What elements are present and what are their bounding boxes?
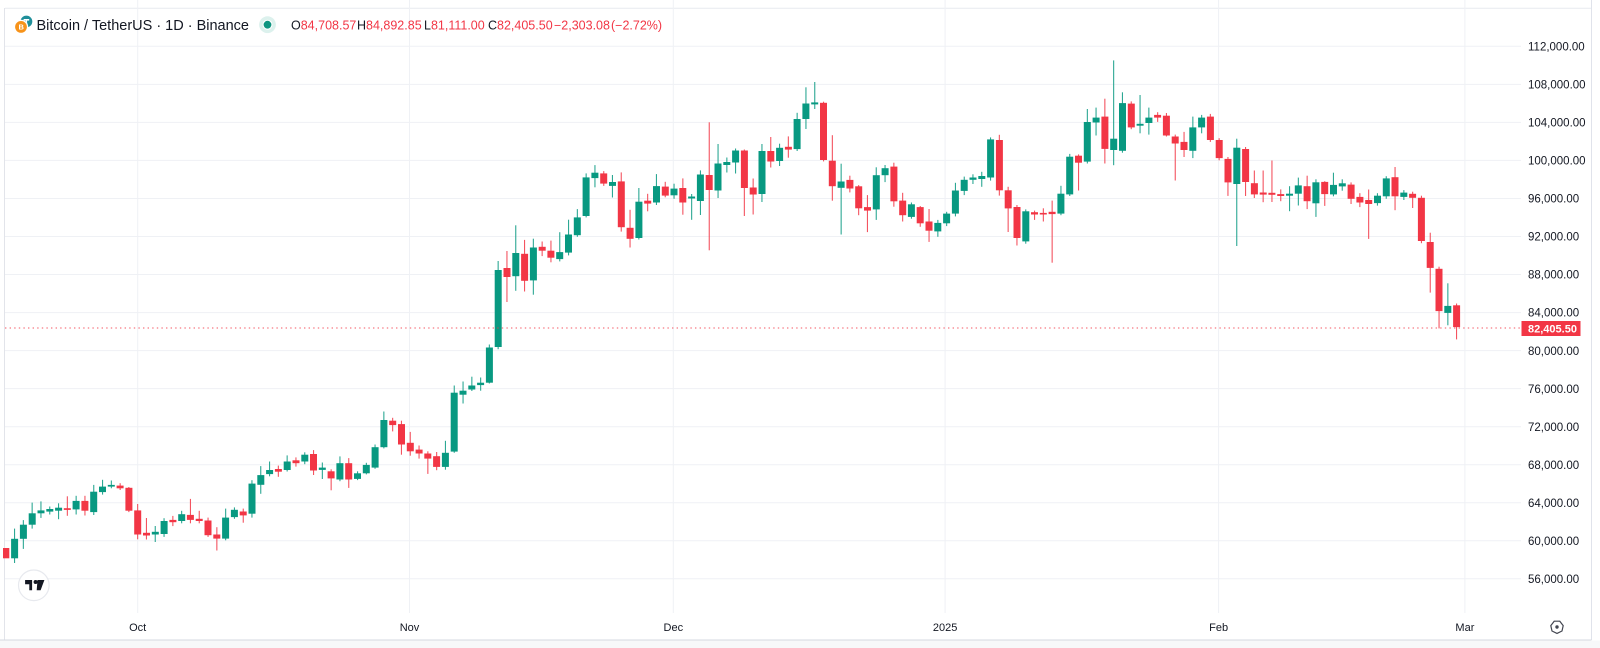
svg-text:Dec: Dec [664,622,684,634]
svg-text:H84,892.85: H84,892.85 [357,18,422,32]
svg-text:Mar: Mar [1455,622,1474,634]
svg-text:82,405.50: 82,405.50 [1528,323,1577,335]
svg-text:56,000.00: 56,000.00 [1528,574,1579,586]
svg-text:76,000.00: 76,000.00 [1528,384,1579,396]
svg-text:92,000.00: 92,000.00 [1528,232,1579,244]
svg-text:Nov: Nov [400,622,420,634]
svg-text:Feb: Feb [1209,622,1228,634]
svg-text:72,000.00: 72,000.00 [1528,422,1579,434]
svg-text:L81,111.00: L81,111.00 [424,18,485,32]
svg-text:108,000.00: 108,000.00 [1528,80,1586,92]
svg-text:C82,405.50: C82,405.50 [488,18,553,32]
svg-text:68,000.00: 68,000.00 [1528,460,1579,472]
svg-text:64,000.00: 64,000.00 [1528,498,1579,510]
svg-text:−2,303.08: −2,303.08 [554,18,610,32]
svg-text:B: B [18,23,24,32]
svg-text:2025: 2025 [933,622,957,634]
svg-text:96,000.00: 96,000.00 [1528,194,1579,206]
svg-text:O84,708.57: O84,708.57 [291,18,356,32]
svg-text:84,000.00: 84,000.00 [1528,308,1579,320]
svg-text:60,000.00: 60,000.00 [1528,536,1579,548]
svg-text:88,000.00: 88,000.00 [1528,270,1579,282]
svg-text:100,000.00: 100,000.00 [1528,156,1586,168]
svg-text:(−2.72%): (−2.72%) [611,18,662,32]
svg-text:104,000.00: 104,000.00 [1528,118,1586,130]
svg-text:112,000.00: 112,000.00 [1528,42,1585,54]
svg-text:Oct: Oct [129,622,146,634]
svg-text:80,000.00: 80,000.00 [1528,346,1579,358]
svg-text:Bitcoin / TetherUS · 1D · Bina: Bitcoin / TetherUS · 1D · Binance [37,18,250,34]
